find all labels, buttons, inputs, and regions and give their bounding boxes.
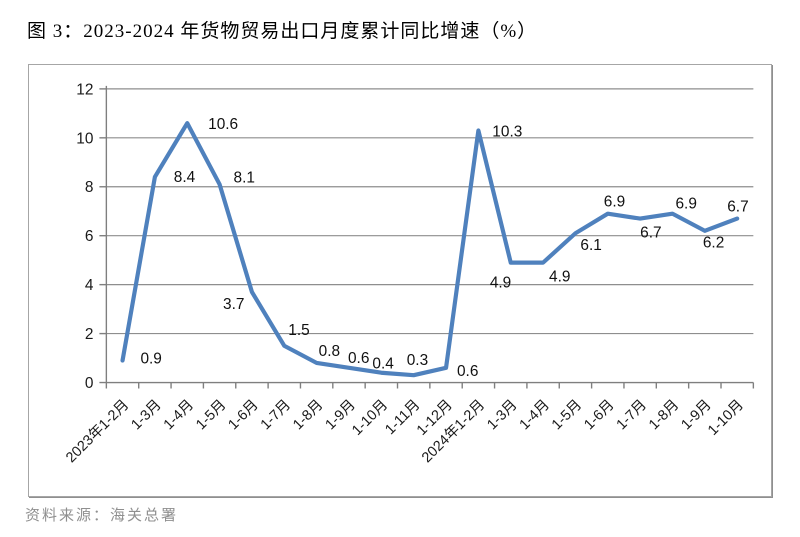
y-tick-label: 0 <box>85 375 94 392</box>
y-tick-label: 8 <box>85 179 94 196</box>
data-label: 0.8 <box>319 343 340 360</box>
x-tick-label: 1-10月 <box>349 397 391 439</box>
data-label: 10.3 <box>492 123 522 140</box>
data-label: 0.3 <box>407 352 428 369</box>
data-label: 0.6 <box>348 350 369 367</box>
x-tick-label: 1-4月 <box>161 397 197 433</box>
x-tick-label: 1-5月 <box>193 397 229 433</box>
data-labels: 0.98.410.68.13.71.50.8 0.6 0.4 0.30.610.34.… <box>140 116 748 380</box>
data-label: 6.2 <box>703 235 724 252</box>
y-tick-label: 2 <box>85 326 94 343</box>
x-tick-label: 1-4月 <box>517 397 553 433</box>
y-tick-label: 6 <box>85 228 94 245</box>
y-tick-label: 10 <box>76 130 93 147</box>
data-label: 0.4 <box>372 356 394 373</box>
x-tick-label: 1-10月 <box>705 397 747 439</box>
data-label: 3.7 <box>223 296 244 313</box>
data-label: 6.1 <box>580 237 601 254</box>
series-line <box>120 121 740 378</box>
data-label: 6.9 <box>675 196 696 213</box>
data-label: 4.9 <box>490 275 511 292</box>
x-tick-label: 1-6月 <box>225 397 261 433</box>
data-label: 1.5 <box>288 322 309 339</box>
data-label: 4.9 <box>549 269 570 286</box>
y-tick-label: 4 <box>85 277 94 294</box>
data-label: 0.6 <box>457 363 478 380</box>
source-note: 资料来源：海关总署 <box>25 508 179 524</box>
x-tick-labels: 2023年1-2月1-3月1-4月1-5月1-6月1-7月1-8月1-9月1-1… <box>62 396 746 466</box>
x-tick-label: 1-8月 <box>646 397 682 433</box>
x-tick-label: 1-6月 <box>581 397 617 433</box>
x-tick-label: 1-3月 <box>484 397 520 433</box>
x-tick-label: 1-7月 <box>614 397 650 433</box>
y-tick-label: 12 <box>76 81 93 98</box>
data-label: 6.7 <box>640 224 661 241</box>
axes: 0 2 4 6 8 10 12 <box>76 81 755 392</box>
gridlines <box>106 88 754 335</box>
line-chart: 0246810122023年1-2月1-3月1-4月1-5月1-6月1-7月1-… <box>62 81 755 466</box>
figure-title: 图 3：2023-2024 年货物贸易出口月度累计同比增速（%） <box>27 21 538 42</box>
x-tick-label: 1-7月 <box>258 397 294 433</box>
data-label: 8.1 <box>234 169 255 186</box>
x-tick-label: 2023年1-2月 <box>62 396 132 466</box>
data-label: 0.9 <box>140 350 161 367</box>
data-label: 10.6 <box>208 116 238 133</box>
x-tick-label: 1-8月 <box>290 397 326 433</box>
x-tick-label: 1-3月 <box>128 397 164 433</box>
data-label: 8.4 <box>174 169 196 186</box>
data-label: 6.9 <box>604 194 625 211</box>
x-tick-label: 1-5月 <box>549 397 585 433</box>
data-label: 6.7 <box>727 199 748 216</box>
chart-container: 0 2 4 6 8 10 12 2023年1-2月 1-3月 1-4月 1-5月 1-6月 1-7月 1-… <box>28 64 772 497</box>
